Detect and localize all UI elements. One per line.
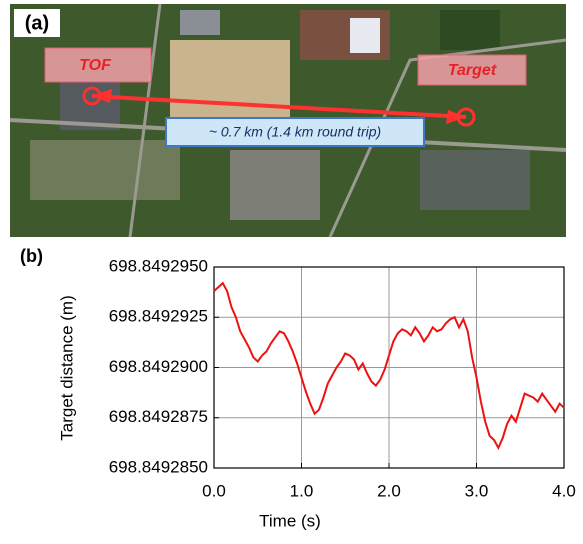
x-tick-label: 1.0 (290, 481, 314, 500)
source-label: TOF (79, 57, 112, 74)
x-tick-label: 0.0 (202, 481, 226, 500)
x-axis-label: Time (s) (259, 511, 321, 530)
y-tick-label: 698.8492925 (109, 307, 208, 326)
x-tick-label: 3.0 (465, 481, 489, 500)
y-tick-label: 698.8492850 (109, 457, 208, 476)
y-axis-label: Target distance (m) (57, 295, 76, 441)
y-tick-label: 698.8492950 (109, 256, 208, 275)
panel-b-label: (b) (20, 246, 43, 266)
x-tick-label: 4.0 (552, 481, 576, 500)
distance-label: ~ 0.7 km (1.4 km round trip) (209, 124, 381, 140)
y-tick-label: 698.8492900 (109, 357, 208, 376)
x-tick-label: 2.0 (377, 481, 401, 500)
y-tick-label: 698.8492875 (109, 407, 208, 426)
target-label: Target (448, 62, 497, 79)
panel-a-label: (a) (25, 12, 49, 34)
figure: (a) TOF Target ~ 0.7 km (1.4 km round tr… (0, 0, 583, 539)
